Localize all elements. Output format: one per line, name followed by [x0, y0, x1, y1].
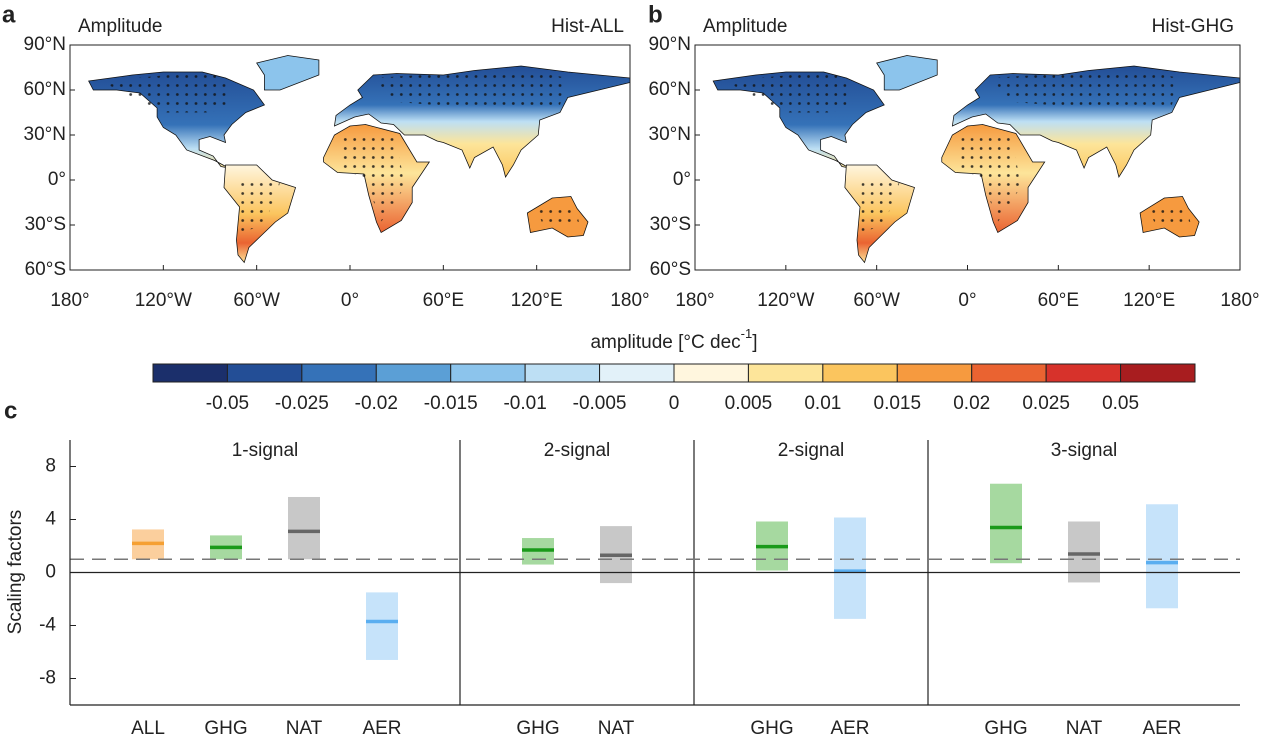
lat-tick-label: 30°S	[650, 214, 691, 235]
colorbar-segment	[226, 363, 303, 383]
x-tick-label: AER	[1142, 718, 1181, 739]
lat-tick-label: 60°N	[649, 79, 691, 100]
group-title: 2-signal	[778, 440, 845, 461]
lon-tick-label: 120°W	[135, 290, 192, 311]
lat-tick-label: 0°	[48, 169, 66, 190]
lon-tick-label: 60°W	[233, 290, 280, 311]
colorbar-tick-label: 0	[669, 393, 680, 414]
map-right-label: Hist-GHG	[1152, 16, 1234, 37]
colorbar-segment	[971, 363, 1047, 383]
colorbar-segment	[375, 363, 452, 383]
panel-label: b	[648, 1, 663, 28]
x-tick-label: AER	[362, 718, 401, 739]
colorbar-tick-label: -0.005	[573, 393, 627, 414]
colorbar-tick-label: -0.01	[503, 393, 546, 414]
colorbar-tick-label: -0.015	[424, 393, 478, 414]
range-bar	[1146, 504, 1178, 609]
x-tick-label: NAT	[286, 718, 323, 739]
lat-tick-label: 60°S	[25, 259, 66, 280]
colorbar-tick-label: 0.05	[1102, 393, 1139, 414]
colorbar-tick-label: -0.05	[206, 393, 249, 414]
map-left-label: Amplitude	[78, 16, 163, 37]
group-title: 2-signal	[544, 440, 611, 461]
world-map	[87, 54, 630, 264]
colorbar-segment	[673, 363, 749, 383]
range-bar	[366, 592, 398, 660]
lat-tick-label: 90°N	[649, 34, 691, 55]
lat-tick-label: 0°	[673, 169, 691, 190]
colorbar-segment	[599, 363, 675, 383]
lat-tick-label: 30°N	[649, 124, 691, 145]
lon-tick-label: 120°E	[511, 290, 563, 311]
lat-tick-label: 60°N	[24, 79, 66, 100]
lon-tick-label: 180°	[1220, 290, 1259, 311]
x-tick-label: AER	[830, 718, 869, 739]
range-bar	[990, 483, 1022, 564]
group-title: 3-signal	[1051, 440, 1118, 461]
x-tick-label: GHG	[984, 718, 1027, 739]
x-tick-label: ALL	[131, 718, 165, 739]
y-tick-label: -8	[39, 668, 56, 689]
colorbar-title: amplitude [°C dec-1]	[590, 326, 757, 353]
colorbar-segment	[1045, 363, 1122, 383]
map-left-label: Amplitude	[703, 16, 788, 37]
colorbar-segment	[152, 363, 228, 383]
world-map	[712, 54, 1240, 264]
panel-label: a	[2, 1, 16, 28]
x-tick-label: GHG	[516, 718, 559, 739]
y-tick-label: 0	[45, 562, 56, 583]
colorbar-tick-label: 0.025	[1022, 393, 1070, 414]
x-tick-label: NAT	[1066, 718, 1103, 739]
lon-tick-label: 180°	[610, 290, 649, 311]
colorbar-segment	[822, 363, 898, 383]
lat-tick-label: 90°N	[24, 34, 66, 55]
colorbar: amplitude [°C dec-1] -0.05 -0.025 -0.02 -0.…	[152, 326, 1196, 414]
group-title: 1-signal	[232, 440, 299, 461]
x-tick-label: GHG	[750, 718, 793, 739]
lat-tick-label: 30°S	[25, 214, 66, 235]
colorbar-segment	[524, 363, 601, 383]
colorbar-title-close: ]	[752, 332, 757, 353]
lon-tick-label: 120°E	[1123, 290, 1175, 311]
colorbar-tick-label: 0.01	[804, 393, 841, 414]
range-bar	[834, 517, 866, 619]
colorbar-tick-label: 0.005	[725, 393, 773, 414]
lon-tick-label: 60°E	[1038, 290, 1079, 311]
lat-tick-label: 60°S	[650, 259, 691, 280]
colorbar-segment	[1120, 363, 1196, 383]
colorbar-tick-label: -0.02	[355, 393, 398, 414]
lon-tick-label: 180°	[675, 290, 714, 311]
y-tick-label: 8	[45, 456, 56, 477]
y-tick-label: 4	[45, 509, 56, 530]
map-right-label: Hist-ALL	[551, 16, 624, 37]
colorbar-tick-label: 0.02	[953, 393, 990, 414]
colorbar-segment	[450, 363, 526, 383]
lon-tick-label: 180°	[50, 290, 89, 311]
lon-tick-label: 60°E	[423, 290, 464, 311]
colorbar-tick-label: 0.015	[874, 393, 922, 414]
x-tick-label: GHG	[204, 718, 247, 739]
maps: a Amplitude Hist-ALL 90°N 60°N 30°N 0° 30°S 60°S…	[2, 1, 1260, 311]
colorbar-segment	[747, 363, 824, 383]
lon-tick-label: 0°	[341, 290, 359, 311]
range-bar	[1068, 521, 1100, 583]
lon-tick-label: 0°	[958, 290, 976, 311]
lon-tick-label: 120°W	[757, 290, 814, 311]
scaling-chart: c Scaling factors -8 -4 0 4 8 1-signal ALL GHG N…	[4, 397, 1240, 739]
lon-tick-label: 60°W	[853, 290, 900, 311]
colorbar-title-text: amplitude [°C dec	[590, 332, 740, 353]
colorbar-segment	[301, 363, 377, 383]
panel-label: c	[4, 397, 17, 424]
colorbar-title-exponent: -1	[741, 326, 753, 341]
lat-tick-label: 30°N	[24, 124, 66, 145]
y-axis-label: Scaling factors	[5, 510, 26, 635]
y-tick-label: -4	[39, 615, 56, 636]
x-tick-label: NAT	[598, 718, 635, 739]
colorbar-tick-label: -0.025	[275, 393, 329, 414]
colorbar-segment	[896, 363, 973, 383]
range-bar	[288, 496, 320, 560]
